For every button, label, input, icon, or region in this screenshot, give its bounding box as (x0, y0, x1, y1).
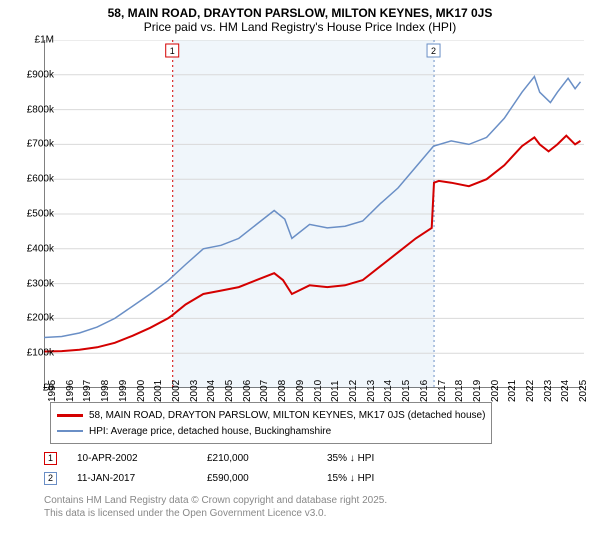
chart-area: 12 (44, 40, 584, 388)
x-tick-label: 2025 (578, 380, 589, 402)
x-tick-label: 2003 (189, 380, 200, 402)
marker-diff: 15% ↓ HPI (327, 473, 447, 484)
legend-swatch (57, 430, 83, 432)
x-tick-label: 2004 (206, 380, 217, 402)
marker-date: 10-APR-2002 (77, 453, 207, 464)
y-tick-label: £200k (27, 313, 54, 324)
y-tick-label: £400k (27, 243, 54, 254)
x-tick-label: 1999 (118, 380, 129, 402)
x-tick-label: 2013 (366, 380, 377, 402)
x-tick-label: 2005 (224, 380, 235, 402)
x-tick-label: 2015 (401, 380, 412, 402)
x-tick-label: 2014 (383, 380, 394, 402)
y-tick-label: £900k (27, 69, 54, 80)
x-tick-label: 2020 (490, 380, 501, 402)
x-tick-label: 2012 (348, 380, 359, 402)
x-tick-label: 2018 (454, 380, 465, 402)
marker-row: 1 10-APR-2002£210,00035% ↓ HPI (44, 448, 447, 468)
y-tick-label: £1M (35, 35, 54, 46)
x-tick-label: 2002 (171, 380, 182, 402)
x-tick-label: 2023 (543, 380, 554, 402)
chart-subtitle: Price paid vs. HM Land Registry's House … (0, 20, 600, 38)
x-tick-label: 2011 (330, 380, 341, 402)
chart-svg: 12 (44, 40, 584, 388)
x-tick-label: 2008 (277, 380, 288, 402)
x-tick-label: 2001 (153, 380, 164, 402)
x-tick-label: 2006 (242, 380, 253, 402)
marker-diff: 35% ↓ HPI (327, 453, 447, 464)
attribution-line2: This data is licensed under the Open Gov… (44, 507, 387, 520)
x-tick-label: 2021 (507, 380, 518, 402)
x-tick-label: 2017 (437, 380, 448, 402)
attribution-line1: Contains HM Land Registry data © Crown c… (44, 494, 387, 507)
marker-date: 11-JAN-2017 (77, 473, 207, 484)
x-tick-label: 2019 (472, 380, 483, 402)
y-tick-label: £300k (27, 278, 54, 289)
svg-text:1: 1 (170, 46, 175, 56)
marker-table: 1 10-APR-2002£210,00035% ↓ HPI 2 11-JAN-201… (44, 448, 447, 488)
y-tick-label: £700k (27, 139, 54, 150)
x-tick-label: 2009 (295, 380, 306, 402)
legend-row: HPI: Average price, detached house, Buck… (57, 423, 485, 439)
marker-row: 2 11-JAN-2017£590,00015% ↓ HPI (44, 468, 447, 488)
legend-label: HPI: Average price, detached house, Buck… (89, 426, 331, 437)
x-tick-label: 2024 (560, 380, 571, 402)
x-tick-label: 1996 (65, 380, 76, 402)
svg-text:2: 2 (431, 46, 436, 56)
legend-swatch (57, 414, 83, 417)
y-tick-label: £600k (27, 174, 54, 185)
x-tick-label: 1995 (47, 380, 58, 402)
marker-id-box: 2 (44, 472, 57, 485)
marker-price: £210,000 (207, 453, 327, 464)
x-tick-label: 2016 (419, 380, 430, 402)
y-tick-label: £800k (27, 104, 54, 115)
x-tick-label: 1997 (82, 380, 93, 402)
x-tick-label: 2010 (313, 380, 324, 402)
marker-id-box: 1 (44, 452, 57, 465)
legend: 58, MAIN ROAD, DRAYTON PARSLOW, MILTON K… (50, 402, 492, 444)
x-tick-label: 2007 (259, 380, 270, 402)
chart-title: 58, MAIN ROAD, DRAYTON PARSLOW, MILTON K… (0, 0, 600, 20)
legend-label: 58, MAIN ROAD, DRAYTON PARSLOW, MILTON K… (89, 410, 485, 421)
marker-price: £590,000 (207, 473, 327, 484)
y-tick-label: £500k (27, 209, 54, 220)
attribution: Contains HM Land Registry data © Crown c… (44, 494, 387, 520)
x-tick-label: 2022 (525, 380, 536, 402)
y-tick-label: £100k (27, 348, 54, 359)
legend-row: 58, MAIN ROAD, DRAYTON PARSLOW, MILTON K… (57, 407, 485, 423)
x-tick-label: 2000 (136, 380, 147, 402)
x-tick-label: 1998 (100, 380, 111, 402)
